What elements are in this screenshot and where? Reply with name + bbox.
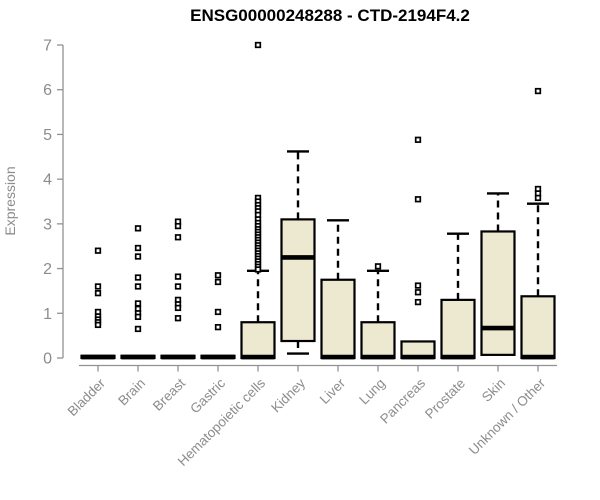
y-tick-label: 0 [43,351,52,368]
y-tick-label: 3 [43,216,52,233]
chart-title: ENSG00000248288 - CTD-2194F4.2 [190,6,470,25]
outlier-point [414,282,422,289]
x-tick-label: Brain [115,376,148,409]
x-tick-label: Unknown / Other [466,375,549,458]
outlier-point [254,266,262,273]
outlier-point [94,247,102,254]
box [320,278,356,360]
outlier-point [134,244,142,252]
outlier-point [134,274,142,281]
box [240,321,276,360]
y-tick-label: 7 [43,38,52,55]
outlier-point [174,222,182,230]
outlier-point [534,194,542,202]
outlier-point [414,298,422,306]
y-tick-label: 4 [43,172,52,189]
outlier-point [94,290,102,297]
outlier-point [134,313,142,321]
x-tick-label: Liver [317,375,349,407]
x-tick-label: Skin [479,376,508,405]
outlier-point [94,321,102,329]
outlier-point [174,315,182,322]
outlier-point [94,283,102,290]
box [480,230,516,356]
outlier-point [174,304,182,312]
outlier-point [214,323,222,331]
outlier-point [174,273,182,280]
outlier-point [414,196,422,203]
outlier-point [214,308,222,316]
x-tick-label: Bladder [65,375,109,419]
outlier-point [134,283,142,290]
x-tick-label: Kidney [268,375,308,415]
outlier-point [214,278,222,286]
outlier-point [134,253,142,260]
outlier-point [414,136,422,143]
y-tick-label: 6 [43,82,52,99]
box [520,295,556,360]
outlier-point [174,234,182,241]
y-tick-label: 2 [43,261,52,278]
outlier-point [134,325,142,333]
outlier-point [414,289,422,296]
outlier-point [134,300,142,307]
outlier-point [174,283,182,290]
x-tick-label: Breast [150,375,188,413]
outlier-point [214,272,222,279]
x-tick-label: Prostate [422,376,468,422]
outlier-point [374,263,382,270]
outlier-point [134,225,142,232]
y-axis-label: Expression [2,166,18,235]
outlier-point [534,87,542,95]
x-tick-label: Lung [356,376,388,408]
y-tick-label: 5 [43,127,52,144]
y-tick-label: 1 [43,306,52,323]
box [440,298,476,360]
outlier-point [254,41,262,49]
box [280,218,316,343]
box [360,321,396,360]
